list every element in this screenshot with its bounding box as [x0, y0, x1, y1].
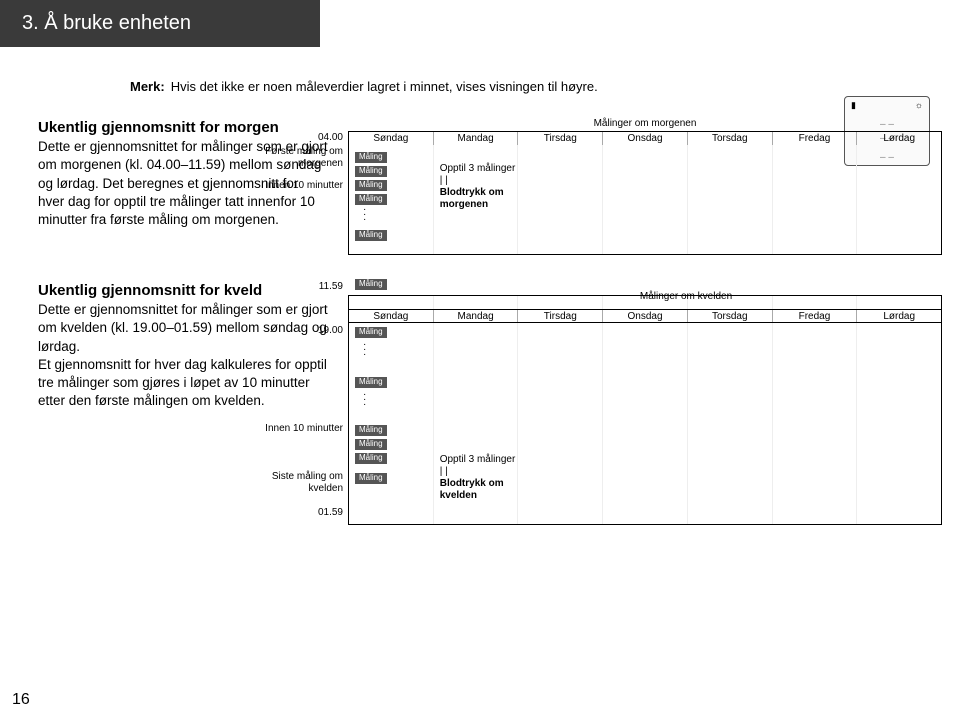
page-number: 16 [12, 691, 30, 709]
day-cell: Lørdag [856, 132, 942, 145]
day-cell: Fredag [772, 132, 857, 145]
measure-chip: Måling [355, 230, 387, 241]
day-header-row: Søndag Mandag Tirsdag Onsdag Torsdag Fre… [348, 131, 942, 145]
evening-0159: 01.59 [238, 507, 343, 519]
evening-last-label: Siste måling om kvelden [238, 471, 343, 495]
evening-bp: Blodtrykk om kvelden [440, 478, 504, 501]
evening-section: Ukentlig gjennomsnitt for kveld Dette er… [38, 281, 960, 525]
evening-text: Ukentlig gjennomsnitt for kveld Dette er… [38, 281, 328, 411]
measure-chip: Måling [355, 180, 387, 191]
morning-time-top: 04.00 [238, 132, 343, 144]
evening-1900: 19.00 [238, 325, 343, 337]
evening-within: Innen 10 minutter [238, 423, 343, 435]
day-cell: Søndag [348, 132, 433, 145]
day-cell: Tirsdag [517, 310, 602, 322]
morning-diagram: Målinger om morgenen 04.00 Første måling… [348, 118, 942, 255]
evening-1159: 11.59 [238, 281, 343, 293]
day-cell: Mandag [433, 310, 518, 322]
measure-chip: Måling [355, 453, 387, 464]
morning-within: Innen 10 minutter [238, 180, 343, 192]
morning-bp: Blodtrykk om morgenen [440, 187, 504, 210]
evening-body: Dette er gjennomsnittet for målinger som… [38, 302, 328, 408]
evening-title: Ukentlig gjennomsnitt for kveld [38, 282, 262, 299]
evening-day-header: Søndag Mandag Tirsdag Onsdag Torsdag Fre… [348, 309, 942, 323]
measure-chip: Måling [355, 439, 387, 450]
measure-chip: Måling [355, 152, 387, 163]
day-cell: Torsdag [687, 310, 772, 322]
measure-chip: Måling [355, 327, 387, 338]
measure-chip: Måling [355, 279, 387, 290]
day-cell: Fredag [772, 310, 857, 322]
measure-chip: Måling [355, 377, 387, 388]
day-cell: Torsdag [687, 132, 772, 145]
measure-chip: Måling [355, 473, 387, 484]
morning-upto: Opptil 3 målinger [440, 163, 516, 174]
note-label: Merk: [130, 79, 165, 94]
day-cell: Søndag [348, 310, 433, 322]
morning-chart-body: Måling Måling Måling Måling ··· Måling O… [348, 145, 942, 255]
measure-chip: Måling [355, 425, 387, 436]
note-text: Hvis det ikke er noen måleverdier lagret… [171, 79, 598, 94]
evening-chart-body: Måling Måling ··· Måling ··· Måling Måli… [348, 295, 942, 525]
section-header: 3. Å bruke enheten [0, 0, 320, 47]
day-cell: Onsdag [602, 310, 687, 322]
day-cell: Lørdag [856, 310, 942, 322]
day-cell: Tirsdag [517, 132, 602, 145]
morning-section: Ukentlig gjennomsnitt for morgen Dette e… [38, 118, 960, 255]
day-cell: Onsdag [602, 132, 687, 145]
evening-upto: Opptil 3 målinger [440, 454, 516, 465]
evening-diagram: 11.59 19.00 Innen 10 minutter Siste måli… [348, 281, 942, 525]
morning-chart-title: Målinger om morgenen [348, 118, 942, 129]
measure-chip: Måling [355, 194, 387, 205]
day-cell: Mandag [433, 132, 518, 145]
morning-first-label: Første måling om morgenen [238, 146, 343, 170]
measure-chip: Måling [355, 166, 387, 177]
note: Merk: Hvis det ikke er noen måleverdier … [130, 79, 690, 94]
